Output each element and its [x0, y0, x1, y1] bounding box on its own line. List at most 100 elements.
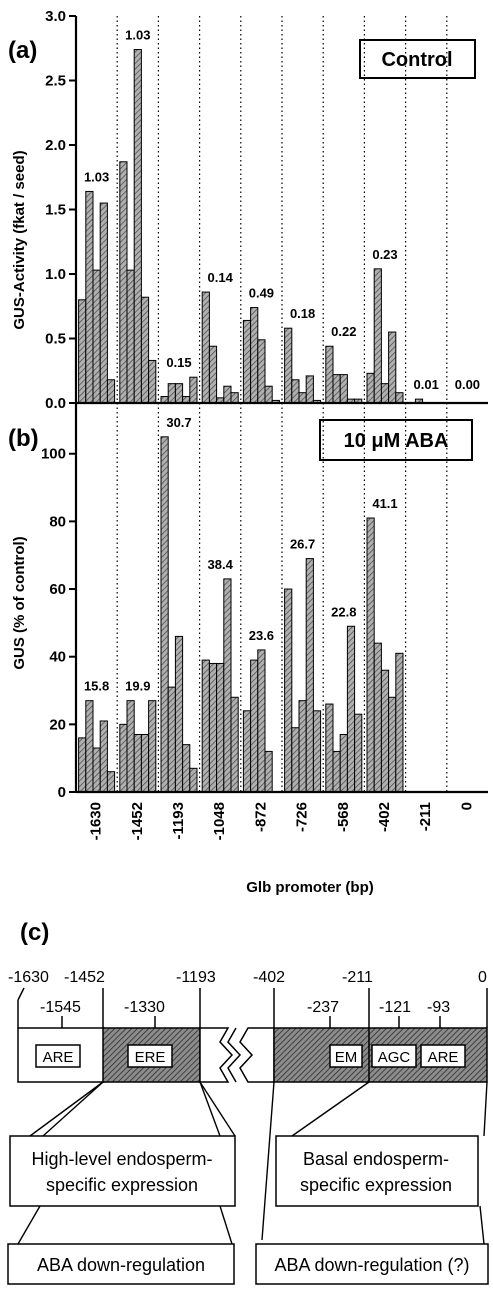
note-box-high-level [9, 1135, 236, 1207]
panel-b-y-tick-label: 20 [49, 716, 66, 733]
coord-label: -1630 [8, 969, 49, 986]
panel-a-bar [208, 345, 218, 404]
panel-a-bar [167, 383, 176, 404]
panel-a-ylabel: GUS-Activity (fkat / seed) [11, 150, 28, 329]
coord-label: -402 [253, 969, 285, 986]
panel-a-bar [99, 202, 108, 404]
promoter-break-left [199, 1027, 234, 1083]
coord-label: -211 [342, 969, 373, 986]
panel-b-bar [223, 578, 232, 793]
panel-b-bar [312, 710, 322, 793]
panel-a-bar [250, 307, 259, 404]
element-box-em [329, 1044, 363, 1068]
panel-b-bar [92, 747, 101, 793]
panel-a-bar [264, 385, 273, 404]
panel-a-bar [140, 296, 150, 404]
panel-a-bar [291, 379, 300, 404]
panel-b-y-tick-label: 100 [41, 446, 66, 463]
panel-a-data-label: 0.15 [166, 355, 191, 370]
panel-b-bar [160, 436, 169, 793]
panel-a-inset-label: Control [381, 49, 452, 71]
panel-b-data-label: 30.7 [166, 415, 191, 430]
note-high-line2: specific expression [46, 1175, 198, 1195]
panel-b-ylabel: GUS (% of control) [11, 536, 28, 669]
panel-b-x-tick-label: -568 [335, 802, 352, 832]
panel-a-data-label: 0.23 [372, 247, 397, 262]
panel-b-y-tick-label: 60 [49, 581, 66, 598]
panel-a-inset-box [359, 39, 476, 79]
panel-b-bar [78, 737, 87, 793]
panel-a-data-label: 0.01 [414, 377, 439, 392]
panel-b-data-label: 41.1 [372, 496, 397, 511]
panel-a-y-tick-label: 1.5 [45, 202, 66, 219]
panel-a-data-label: 0.14 [208, 270, 234, 285]
panel-a-bar [148, 359, 157, 404]
panel-b-bar [119, 723, 128, 793]
panel-a-letter: (a) [8, 37, 37, 64]
panel-b-y-tick-label: 80 [49, 513, 66, 530]
panel-b-bar [346, 625, 356, 793]
element-label-are: ARE [43, 1049, 74, 1066]
panel-b-data-label: 26.7 [290, 537, 315, 552]
panel-b-bar [388, 696, 397, 793]
panel-b-bar [291, 727, 300, 793]
panel-a-bar [366, 372, 375, 404]
panel-b-data-label: 15.8 [84, 679, 109, 694]
panel-a-bar [189, 376, 198, 404]
panel-a-y-tick-label: 2.0 [45, 137, 66, 154]
panel-b-data-label: 22.8 [331, 604, 356, 619]
panel-a-bar [119, 161, 128, 404]
panel-b-bar [250, 659, 259, 793]
panel-a-bar [332, 374, 341, 404]
element-label-are: ARE [428, 1049, 459, 1066]
panel-b-bar [133, 733, 142, 793]
coord-label: -1193 [176, 969, 216, 986]
coord-label: -1452 [64, 969, 105, 986]
panel-a-bar [85, 190, 94, 404]
break-zigzag [227, 1027, 242, 1083]
panel-b-data-label: 23.6 [249, 628, 274, 643]
panel-b-bar [174, 635, 184, 793]
panel-b-bar [325, 703, 334, 793]
panel-a-data-label: 1.03 [125, 28, 150, 43]
coord-label: -93 [427, 999, 450, 1016]
panel-a-bar [242, 319, 252, 404]
panel-a-y-tick-label: 3.0 [45, 8, 66, 25]
panel-a-bar [339, 374, 348, 404]
note-box-aba-right [255, 1243, 489, 1285]
panel-b-bar [126, 700, 135, 793]
panel-b-bar [354, 713, 363, 793]
panel-a-bar [230, 392, 239, 404]
panel-b-x-tick-label: -872 [252, 802, 269, 832]
promoter-break-right [239, 1027, 275, 1083]
panel-b-bar [99, 720, 108, 793]
coord-label: -121 [379, 999, 411, 1016]
panel-b-bar [298, 700, 307, 793]
panel-a-bar [126, 269, 135, 404]
note-box-basal [275, 1135, 479, 1207]
panel-a-bar [201, 291, 210, 404]
panel-b-inset-label: 10 μM ABA [344, 430, 449, 452]
panel-b-bar [366, 517, 375, 793]
panel-b-x-tick-label: 0 [458, 802, 475, 810]
note-box-aba-left [7, 1243, 235, 1285]
panel-b-x-tick-label: -1630 [88, 802, 105, 840]
note-aba-right: ABA down-regulation (?) [274, 1255, 469, 1275]
element-label-ere: ERE [135, 1049, 166, 1066]
diagram-ticks [17, 987, 488, 1028]
chart-panel-b: 0 20 40 60 80 100 15.8 -1630 19.9 -1452 30.7 -1193 3… [41, 403, 488, 840]
panel-b-bar [380, 669, 390, 793]
panel-b-bar [189, 767, 198, 793]
panel-a-data-label: 0.00 [455, 377, 480, 392]
note-high-line1: High-level endosperm- [31, 1149, 212, 1169]
panel-b-x-tick-label: -211 [417, 802, 434, 831]
element-box-ere [127, 1044, 173, 1068]
panel-b-bar [230, 696, 239, 793]
coord-label: -1330 [124, 999, 165, 1016]
panel-b-bar [257, 649, 266, 793]
panel-b-bar [106, 771, 116, 793]
note-basal-line1: Basal endosperm- [303, 1149, 449, 1169]
panel-a-bar [257, 339, 266, 404]
panel-b-x-tick-label: -1193 [170, 802, 187, 840]
